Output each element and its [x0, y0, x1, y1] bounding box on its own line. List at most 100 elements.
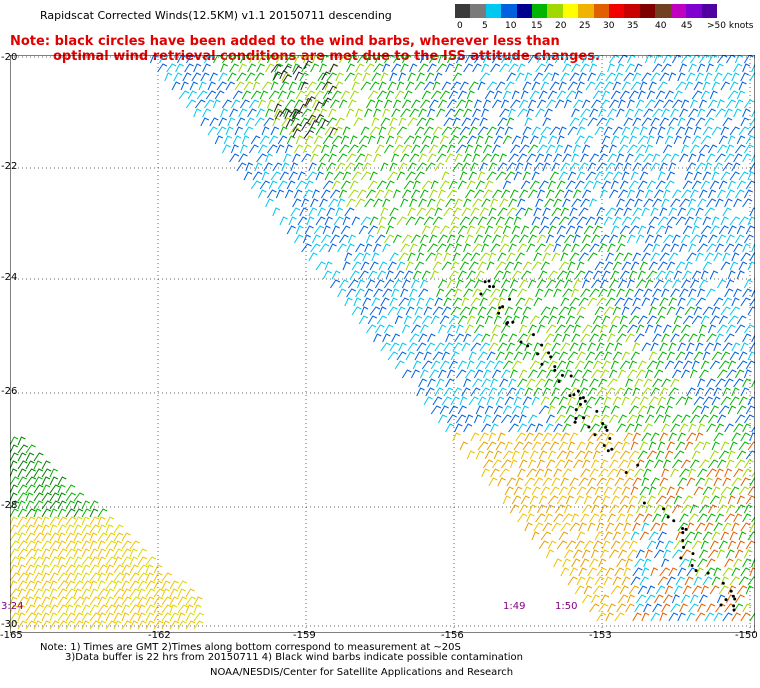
- wind-barb: [590, 234, 600, 244]
- wind-barb: [511, 405, 522, 415]
- wind-barb: [673, 540, 684, 550]
- wind-barb: [500, 55, 512, 64]
- wind-barb: [664, 90, 674, 100]
- wind-barb: [459, 81, 469, 91]
- wind-barb: [675, 486, 684, 496]
- wind-barb: [301, 153, 312, 163]
- wind-barb: [625, 108, 634, 118]
- wind-barb: [452, 252, 461, 262]
- wind-barb: [81, 548, 91, 558]
- wind-barb: [634, 108, 644, 118]
- wind-barb: [349, 90, 359, 100]
- wind-barb: [499, 378, 509, 388]
- wind-barb: [10, 540, 20, 550]
- wind-barb: [751, 243, 755, 253]
- wind-barb: [353, 297, 362, 307]
- wind-barb: [293, 144, 304, 154]
- wind-barb: [554, 414, 566, 424]
- wind-barb: [360, 261, 370, 271]
- wind-barb: [662, 459, 671, 469]
- contamination-marker: [569, 374, 573, 378]
- wind-barb: [289, 108, 300, 118]
- wind-barb: [230, 99, 241, 109]
- wind-barb: [25, 444, 36, 454]
- wind-barb: [526, 153, 536, 163]
- wind-barb: [668, 162, 677, 172]
- contamination-marker: [601, 421, 605, 425]
- wind-barb: [526, 468, 537, 478]
- legend-swatch: [639, 4, 656, 18]
- wind-barb: [504, 306, 513, 316]
- wind-barb: [355, 198, 366, 208]
- wind-barb: [605, 342, 614, 352]
- wind-barb: [704, 117, 715, 127]
- wind-barb: [623, 432, 633, 442]
- wind-barb: [356, 55, 368, 64]
- wind-barb: [733, 288, 742, 298]
- wind-barb: [718, 360, 730, 370]
- wind-barb: [542, 477, 553, 487]
- wind-barb: [272, 207, 281, 217]
- wind-barb: [464, 189, 475, 199]
- wind-barb: [691, 270, 702, 280]
- wind-barb: [580, 378, 588, 388]
- wind-barb: [740, 522, 751, 532]
- wind-barb: [596, 162, 607, 172]
- wind-barb: [697, 558, 708, 568]
- wind-barb: [454, 288, 462, 298]
- wind-barb: [544, 243, 555, 253]
- wind-barb: [616, 468, 625, 478]
- wind-barb: [565, 495, 574, 505]
- wind-barb: [695, 117, 706, 127]
- wind-barb: [572, 234, 581, 244]
- wind-barb: [535, 63, 546, 73]
- wind-barb: [497, 342, 508, 352]
- wind-barb: [549, 126, 561, 136]
- wind-barb: [486, 351, 496, 361]
- wind-barb: [558, 306, 570, 316]
- wind-barb: [409, 108, 420, 118]
- wind-barb: [709, 540, 719, 550]
- wind-barb: [499, 63, 510, 73]
- wind-barb: [677, 297, 686, 307]
- wind-barb: [344, 72, 355, 82]
- wind-barb: [563, 234, 575, 244]
- wind-barb: [542, 432, 552, 442]
- wind-barb: [571, 153, 579, 163]
- wind-barb: [57, 620, 68, 630]
- wind-barb: [576, 351, 586, 361]
- wind-barb: [398, 342, 407, 352]
- wind-barb: [185, 604, 194, 614]
- wind-barb: [277, 90, 287, 100]
- wind-barb: [652, 603, 662, 613]
- wind-barb: [655, 270, 666, 280]
- wind-barb: [630, 126, 640, 136]
- wind-barb: [497, 162, 508, 172]
- wind-barb: [580, 333, 591, 343]
- wind-barb: [358, 135, 369, 145]
- wind-barb: [392, 234, 402, 244]
- wind-barb: [632, 72, 642, 82]
- wind-barb: [400, 243, 410, 253]
- wind-barb: [502, 315, 513, 325]
- wind-barb: [448, 360, 458, 370]
- wind-barb: [691, 540, 702, 550]
- wind-barb: [385, 135, 395, 145]
- wind-barb: [605, 432, 614, 442]
- wind-barb: [648, 216, 659, 226]
- wind-barb: [322, 270, 332, 280]
- wind-barb: [749, 612, 755, 622]
- wind-barb: [321, 71, 331, 81]
- wind-barb: [531, 81, 541, 91]
- wind-barb: [526, 108, 534, 118]
- wind-barb: [599, 369, 610, 379]
- wind-barb: [626, 504, 636, 514]
- wind-barb: [542, 342, 552, 352]
- contamination-marker: [573, 420, 577, 424]
- wind-barb: [715, 63, 724, 73]
- wind-barb: [716, 504, 728, 514]
- wind-barb: [105, 588, 115, 598]
- wind-barb: [720, 531, 730, 541]
- contamination-marker: [572, 393, 576, 397]
- wind-barb: [675, 306, 685, 316]
